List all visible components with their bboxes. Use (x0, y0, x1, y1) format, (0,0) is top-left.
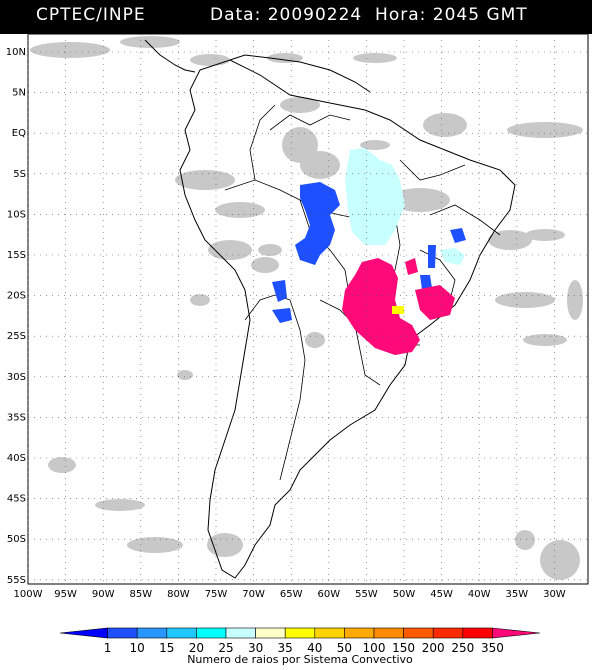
lat-label: EQ (12, 128, 26, 139)
lat-label: 30S (7, 372, 26, 383)
colorbar-box (403, 627, 434, 639)
lon-label: 50W (393, 589, 416, 600)
lon-label: 65W (280, 589, 303, 600)
lon-label: 35W (505, 589, 528, 600)
colorbar-label: 30 (248, 641, 263, 654)
lat-label: 40S (7, 453, 26, 464)
map-panel: 10N5NEQ5S10S15S20S25S30S35S40S45S50S55S … (6, 33, 589, 600)
lat-label: 15S (7, 250, 26, 261)
colorbar-label: 10 (130, 641, 145, 654)
lon-label: 90W (92, 589, 115, 600)
colorbar: 1 10 15 20 25 30 35 40 50 100 150 200 250 350 (59, 627, 541, 654)
colorbar-box (166, 627, 197, 639)
lon-label: 60W (317, 589, 340, 600)
map-header: CPTEC/INPE Data: 20090224 Hora: 2045 GMT (0, 0, 592, 34)
colorbar-label: 1 (104, 641, 112, 654)
lon-label: 100W (14, 589, 43, 600)
lat-label: 55S (7, 575, 26, 586)
colorbar-label: 40 (307, 641, 322, 654)
lon-label: 95W (54, 589, 77, 600)
colorbar-box (107, 627, 138, 639)
lon-label: 85W (129, 589, 152, 600)
latitude-labels: 10N 5N EQ 5S 10S 15S 20S 25S 30S 35S 40S 45S 50S 55S (6, 47, 26, 586)
colorbar-label: 35 (278, 641, 293, 654)
colorbar-box (59, 627, 108, 639)
colorbar-label: 350 (481, 641, 504, 654)
lightning-cluster-magenta (342, 258, 455, 355)
colorbar-box (225, 627, 256, 639)
lon-label: 75W (205, 589, 228, 600)
lon-label: 55W (355, 589, 378, 600)
lon-label: 45W (430, 589, 453, 600)
colorbar-label: 250 (451, 641, 474, 654)
colorbar-label: 200 (422, 641, 445, 654)
central-america-outline (144, 39, 196, 73)
lightning-cluster-yellow (392, 306, 404, 314)
coast-caribbean (229, 54, 371, 93)
header-source: CPTEC/INPE (36, 5, 146, 25)
lat-label: 10S (7, 209, 26, 220)
colorbar-boxes (59, 627, 541, 639)
lon-label: 40W (468, 589, 491, 600)
colorbar-box (432, 627, 464, 639)
colorbar-box (462, 627, 493, 639)
lat-label: 50S (7, 534, 26, 545)
map-frame (27, 33, 589, 585)
lat-label: 5N (12, 88, 26, 99)
longitude-labels: 100W 95W 90W 85W 80W 75W 70W 65W 60W 55W 50W 45W 40W… (14, 589, 566, 600)
lat-label: 10N (6, 47, 26, 58)
lat-label: 20S (7, 291, 26, 302)
colorbar-label: 150 (392, 641, 415, 654)
colorbar-labels: 1 10 15 20 25 30 35 40 50 100 150 200 250 350 (104, 641, 504, 654)
lon-label: 30W (543, 589, 566, 600)
header-datetime: Data: 20090224 Hora: 2045 GMT (210, 5, 528, 25)
colorbar-box (373, 627, 404, 639)
colorbar-label: 100 (363, 641, 386, 654)
colorbar-label: 25 (218, 641, 233, 654)
colorbar-box (255, 627, 286, 639)
lightning-cluster-cyan (345, 148, 465, 265)
colorbar-box (492, 627, 541, 639)
colorbar-label: 50 (337, 641, 352, 654)
lat-label: 45S (7, 494, 26, 505)
colorbar-box (314, 627, 345, 639)
colorbar-caption: Numero de raios por Sistema Convectivo (187, 653, 413, 666)
lat-label: 5S (13, 169, 26, 180)
colorbar-box (284, 627, 316, 639)
colorbar-box (136, 627, 168, 639)
colorbar-label: 20 (189, 641, 204, 654)
colorbar-label: 15 (159, 641, 174, 654)
lat-label: 25S (7, 331, 26, 342)
lat-label: 35S (7, 412, 26, 423)
colorbar-box (344, 627, 375, 639)
lon-label: 80W (167, 589, 190, 600)
colorbar-box (196, 627, 227, 639)
lon-label: 70W (242, 589, 265, 600)
cloud-cover (30, 36, 583, 580)
